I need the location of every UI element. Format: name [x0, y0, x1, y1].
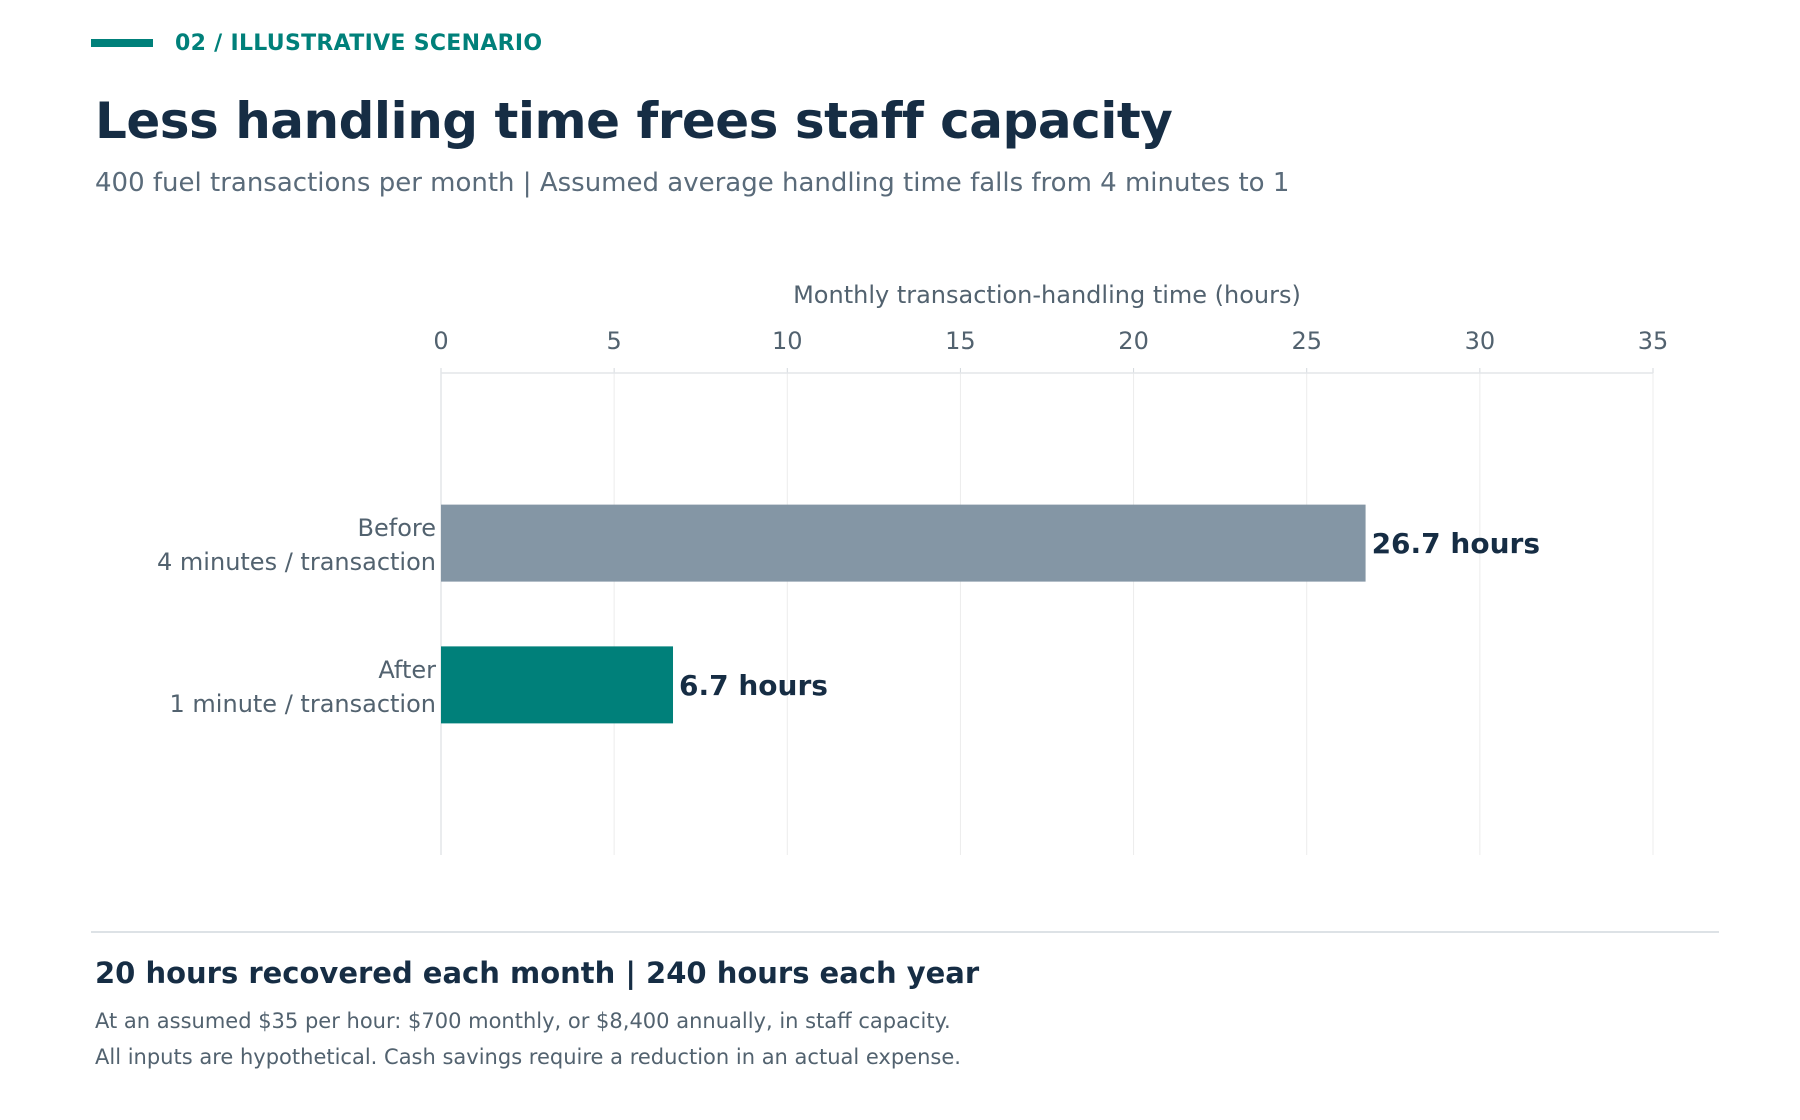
- x-tick-label: 15: [945, 327, 976, 355]
- eyebrow-accent-bar: [91, 39, 153, 47]
- x-tick-label: 25: [1291, 327, 1322, 355]
- bar-chart: Monthly transaction-handling time (hours…: [157, 281, 1669, 855]
- eyebrow-text: 02 / ILLUSTRATIVE SCENARIO: [175, 30, 543, 56]
- x-tick-label: 0: [433, 327, 448, 355]
- x-tick-label: 5: [607, 327, 622, 355]
- category-label-line: 4 minutes / transaction: [157, 548, 436, 576]
- category-label: After 1 minute / transaction: [170, 656, 437, 718]
- x-tick-label: 30: [1465, 327, 1496, 355]
- category-label: Before 4 minutes / transaction: [157, 514, 436, 576]
- chart-title: Less handling time frees staff capacity: [95, 92, 1173, 150]
- bar-before: [441, 504, 1366, 582]
- chart-subtitle: 400 fuel transactions per month | Assume…: [95, 168, 1290, 198]
- bar-value-label: 26.7 hours: [1372, 527, 1540, 560]
- category-label-line: 1 minute / transaction: [170, 690, 436, 718]
- x-tick-label: 35: [1638, 327, 1669, 355]
- category-label-line: Before: [358, 514, 436, 542]
- section-eyebrow: 02 / ILLUSTRATIVE SCENARIO: [91, 28, 542, 58]
- category-label-line: After: [378, 656, 436, 684]
- assumption-note: At an assumed $35 per hour: $700 monthly…: [95, 1009, 951, 1033]
- bar-after: [441, 646, 674, 724]
- x-axis-title: Monthly transaction-handling time (hours…: [793, 281, 1301, 309]
- disclaimer-note: All inputs are hypothetical. Cash saving…: [95, 1045, 961, 1069]
- divider: [91, 931, 1719, 933]
- x-tick-label: 20: [1118, 327, 1149, 355]
- bar-value-label: 6.7 hours: [679, 669, 828, 702]
- summary-text: 20 hours recovered each month | 240 hour…: [95, 956, 980, 990]
- x-tick-label: 10: [772, 327, 803, 355]
